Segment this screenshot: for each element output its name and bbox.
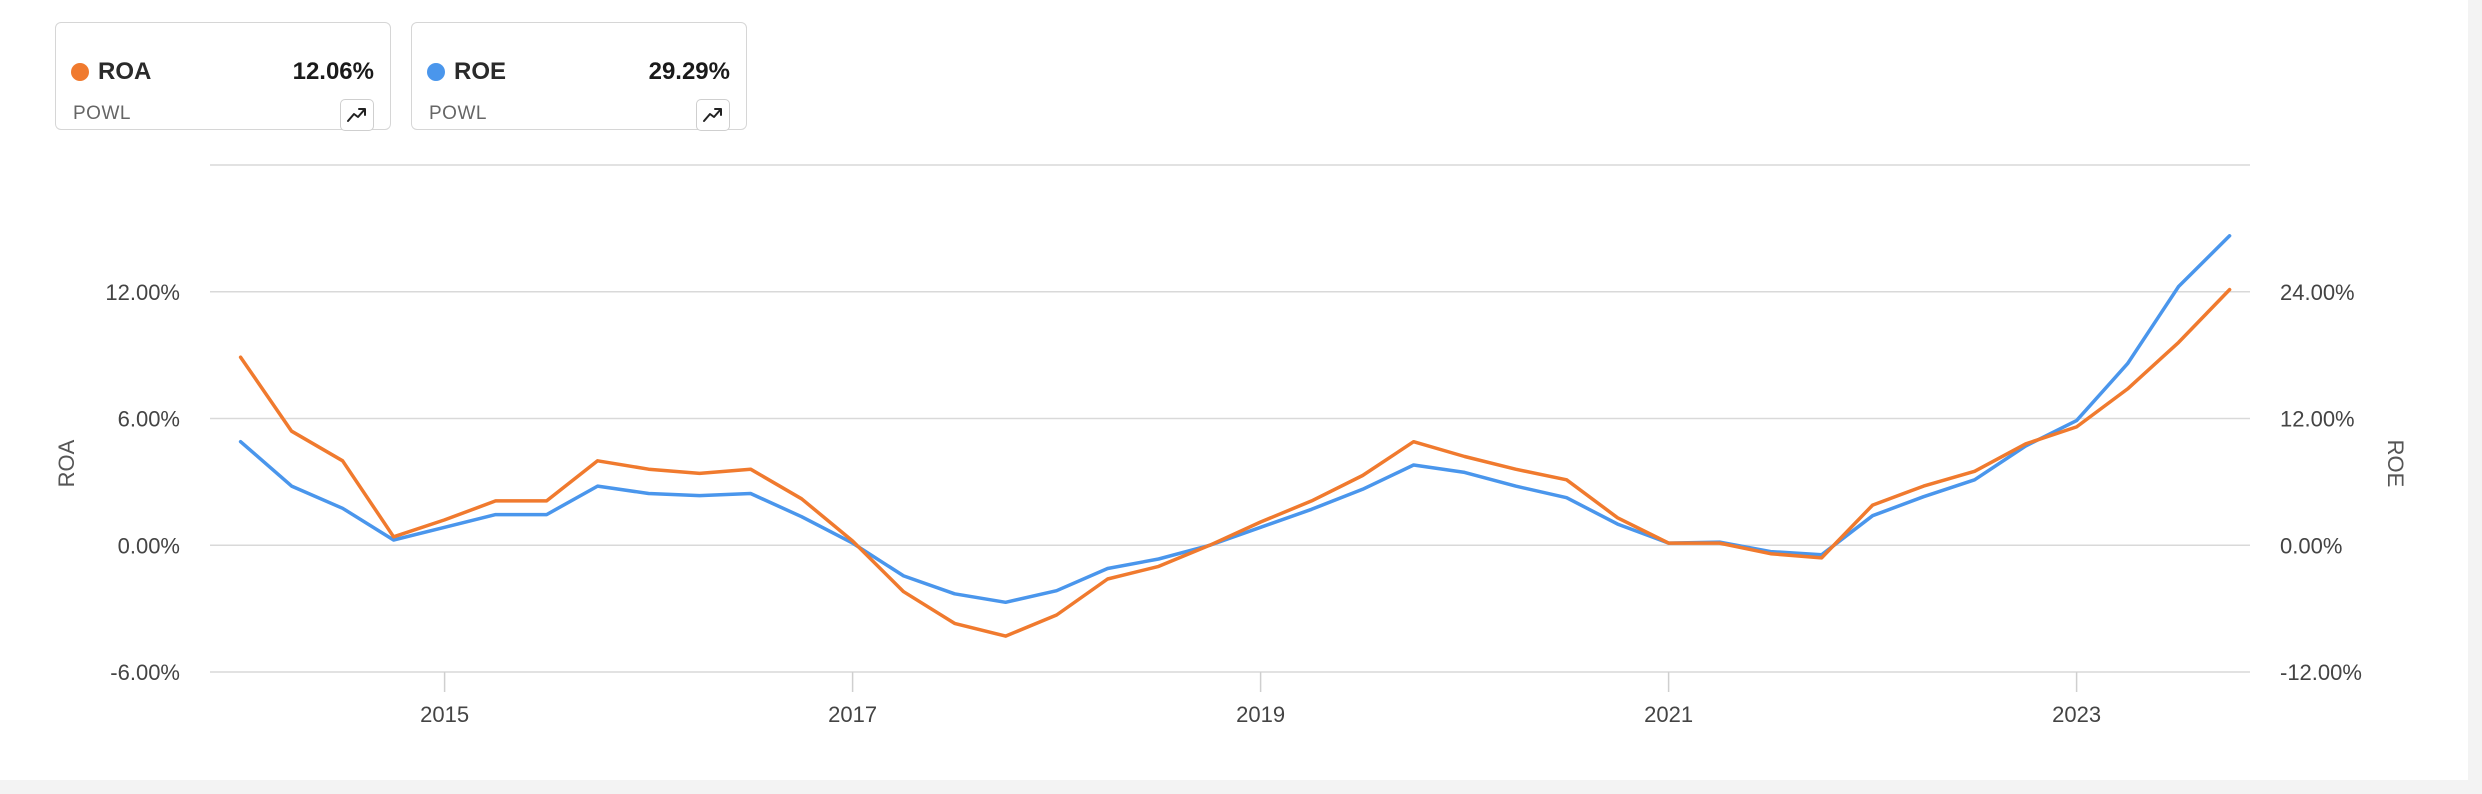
roe-color-dot [427, 63, 445, 81]
legend-ticker: POWL [73, 103, 131, 124]
x-tick-label: 2017 [828, 702, 877, 727]
y-left-tick-label: 12.00% [105, 280, 180, 305]
legend-card-roa[interactable]: ROA 12.06% POWL [55, 22, 391, 131]
series-line-roe [238, 234, 2232, 605]
legend-series-value: 12.06% [292, 58, 374, 85]
y-right-tick-label: 12.00% [2280, 407, 2355, 432]
legend-ticker: POWL [429, 103, 487, 124]
trend-up-icon[interactable] [340, 99, 374, 131]
y-left-tick-label: 6.00% [118, 407, 180, 432]
series-line-roa [238, 287, 2232, 638]
y-left-tick-label: -6.00% [110, 660, 180, 685]
y-right-axis-title: ROE [2383, 440, 2408, 488]
y-right-tick-label: 0.00% [2280, 533, 2342, 558]
legend-card-roe[interactable]: ROE 29.29% POWL [411, 22, 747, 131]
trend-up-icon[interactable] [696, 99, 730, 131]
legend-series-name: ROE [454, 58, 507, 85]
y-left-tick-label: 0.00% [118, 533, 180, 558]
legend-series-name: ROA [98, 58, 152, 85]
roa-color-dot [71, 63, 89, 81]
x-tick-label: 2019 [1236, 702, 1285, 727]
legend-series-value: 29.29% [648, 58, 730, 85]
y-left-axis-title: ROA [54, 439, 79, 487]
chart-panel: ROA 12.06% POWL ROE 29.29% POWL 2015 2017… [0, 0, 2468, 780]
y-right-tick-label: 24.00% [2280, 280, 2355, 305]
line-chart: 2015 2017 2019 2021 2023 -6.00% 0.00% 6.00% 12.0… [54, 164, 2408, 727]
x-tick-label: 2023 [2052, 702, 2101, 727]
x-tick-label: 2015 [420, 702, 469, 727]
x-tick-label: 2021 [1644, 702, 1693, 727]
y-right-tick-label: -12.00% [2280, 660, 2362, 685]
